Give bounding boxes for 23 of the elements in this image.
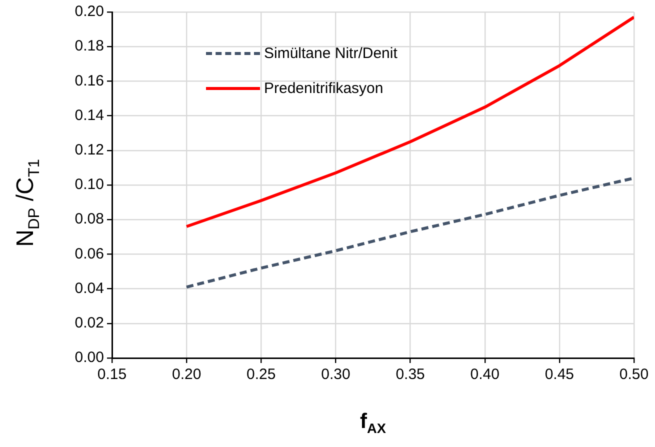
y-tick-label: 0.10	[74, 176, 104, 194]
x-tick-label: 0.35	[396, 366, 425, 384]
x-axis-title: f$_{AX}$	[359, 410, 387, 436]
y-tick-label: 0.00	[74, 349, 104, 366]
y-tick-label: 0.04	[74, 280, 104, 297]
x-tick-label: 0.45	[544, 366, 574, 384]
x-tick-label: 0.20	[172, 366, 202, 384]
x-tick-label: 0.40	[470, 366, 500, 384]
x-tick-label: 0.25	[246, 366, 276, 384]
line-series	[185, 176, 634, 289]
y-tick-label: 0.12	[74, 142, 104, 159]
y-tick-label: 0.06	[74, 245, 104, 262]
y-tick-label: 0.20	[74, 3, 104, 20]
y-tick-label: 0.14	[74, 106, 104, 124]
legend-label: Simültane Nitr/Denit	[264, 45, 398, 62]
y-tick-label: 0.16	[74, 72, 104, 90]
x-tick-label: 0.15	[97, 366, 127, 384]
y-tick-label: 0.08	[74, 210, 104, 228]
y-tick-label: 0.18	[74, 38, 104, 55]
y-tick-label: 0.02	[74, 314, 104, 332]
x-tick-label: 0.30	[321, 366, 350, 384]
legend-label: Predenitrifikasyon	[264, 80, 384, 97]
x-tick-label: 0.50	[619, 366, 649, 384]
